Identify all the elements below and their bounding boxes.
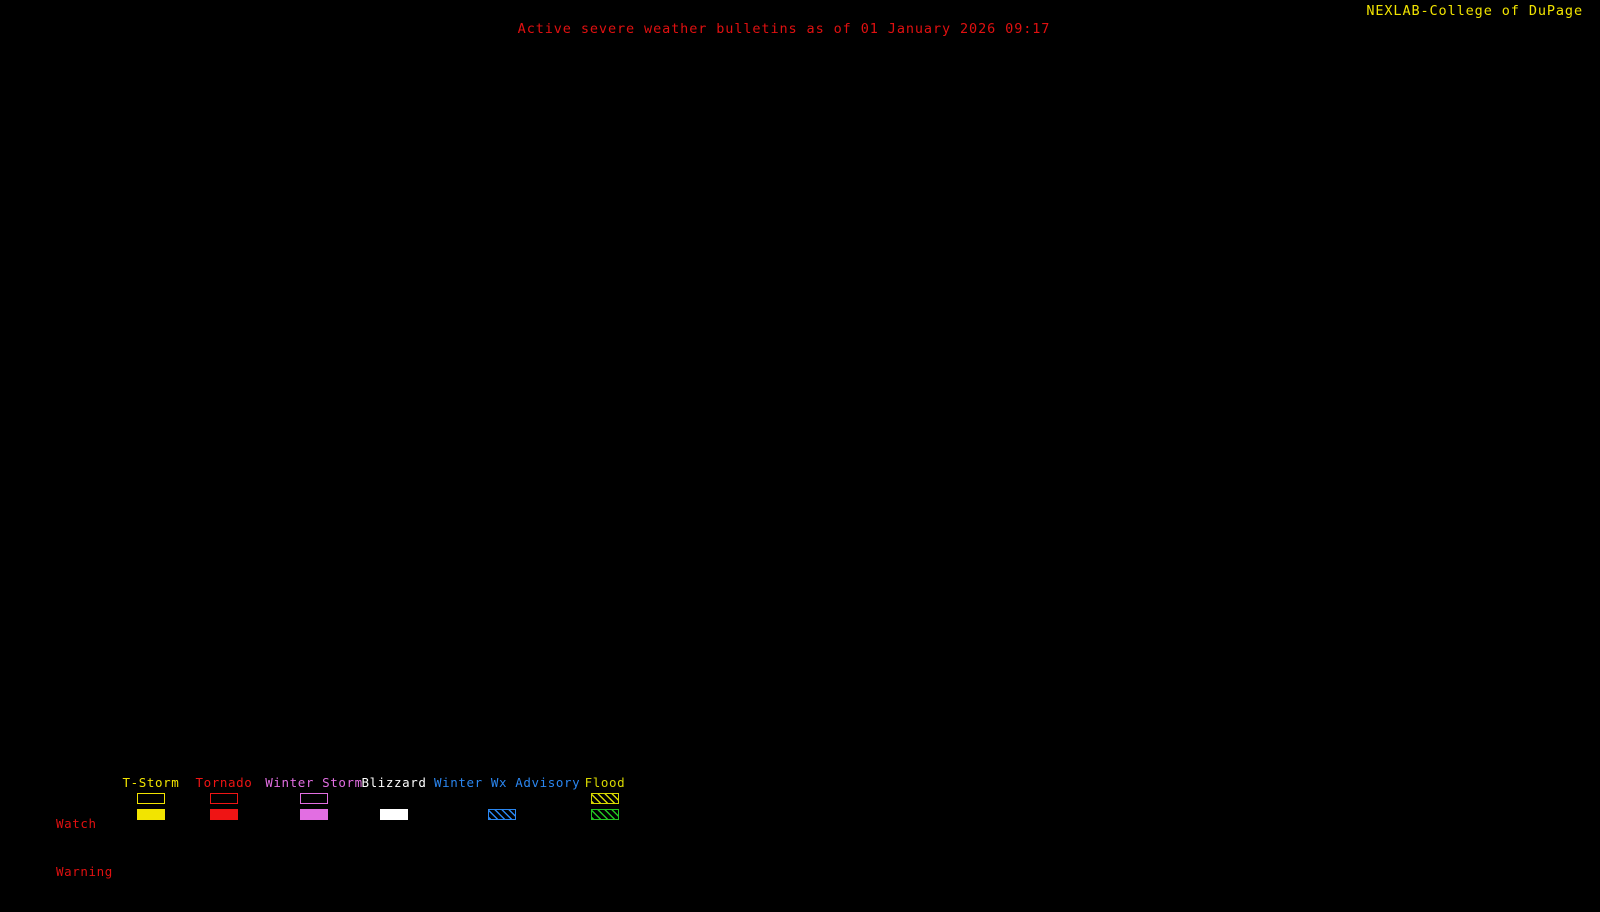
legend-row-label-watch: Watch bbox=[56, 816, 97, 831]
legend-swatch-tornado-warning bbox=[210, 808, 238, 820]
legend-column-t-storm[interactable]: T-Storm bbox=[113, 776, 189, 822]
legend-swatch-slot-warning bbox=[190, 806, 258, 822]
legend-column-title: Winter Storm bbox=[265, 775, 363, 790]
external-link-arrow-icon bbox=[1587, 6, 1598, 18]
legend-row-label-warning: Warning bbox=[56, 864, 113, 879]
legend-swatch-blizzard-watch bbox=[380, 793, 408, 804]
legend-swatch-winter-wx-advisory-warning bbox=[488, 808, 516, 820]
legend-column-title: Flood bbox=[584, 775, 626, 790]
legend-swatch-tornado-watch bbox=[210, 792, 238, 804]
legend-swatch-t-storm-warning bbox=[137, 808, 165, 820]
page-title: Active severe weather bulletins as of 01… bbox=[517, 21, 1051, 37]
legend-swatch-flood-watch bbox=[591, 792, 619, 804]
legend-swatch-slot-watch bbox=[434, 790, 570, 806]
legend-column-title: Blizzard bbox=[361, 775, 427, 790]
legend-swatch-winter-storm-watch bbox=[300, 792, 328, 804]
legend: Watch Warning T-Storm Tornado Winter Sto… bbox=[0, 770, 1600, 880]
legend-column-title: T-Storm bbox=[122, 775, 180, 790]
legend-swatch-slot-warning bbox=[360, 806, 428, 822]
legend-column-winter-wx-advisory[interactable]: Winter Wx Advisory bbox=[434, 775, 581, 822]
legend-swatch-slot-watch bbox=[262, 790, 366, 806]
legend-swatch-slot-watch bbox=[573, 790, 637, 806]
legend-swatch-slot-warning bbox=[434, 806, 570, 822]
brand-text: NEXLAB-College of DuPage bbox=[1366, 3, 1583, 19]
legend-column-flood[interactable]: Flood bbox=[573, 776, 637, 822]
map-canvas[interactable] bbox=[0, 44, 1600, 764]
legend-swatch-slot-warning bbox=[113, 806, 189, 822]
legend-swatch-t-storm-watch bbox=[137, 792, 165, 804]
legend-swatch-winter-wx-advisory-watch bbox=[488, 793, 516, 804]
legend-swatch-slot-watch bbox=[360, 790, 428, 806]
legend-swatch-blizzard-warning bbox=[380, 808, 408, 820]
legend-column-winter-storm[interactable]: Winter Storm bbox=[262, 776, 366, 822]
legend-column-title: Winter Wx Advisory bbox=[434, 775, 581, 790]
legend-swatch-slot-watch bbox=[113, 790, 189, 806]
legend-column-tornado[interactable]: Tornado bbox=[190, 776, 258, 822]
legend-swatch-slot-warning bbox=[262, 806, 366, 822]
legend-column-blizzard[interactable]: Blizzard bbox=[360, 776, 428, 822]
legend-column-title: Tornado bbox=[195, 775, 253, 790]
legend-row-labels: Watch Warning bbox=[56, 784, 113, 912]
brand-label: NEXLAB-College of DuPage bbox=[1366, 3, 1598, 19]
legend-swatch-slot-watch bbox=[190, 790, 258, 806]
legend-swatch-flood-warning bbox=[591, 808, 619, 820]
legend-swatch-winter-storm-warning bbox=[300, 808, 328, 820]
legend-swatch-slot-warning bbox=[573, 806, 637, 822]
